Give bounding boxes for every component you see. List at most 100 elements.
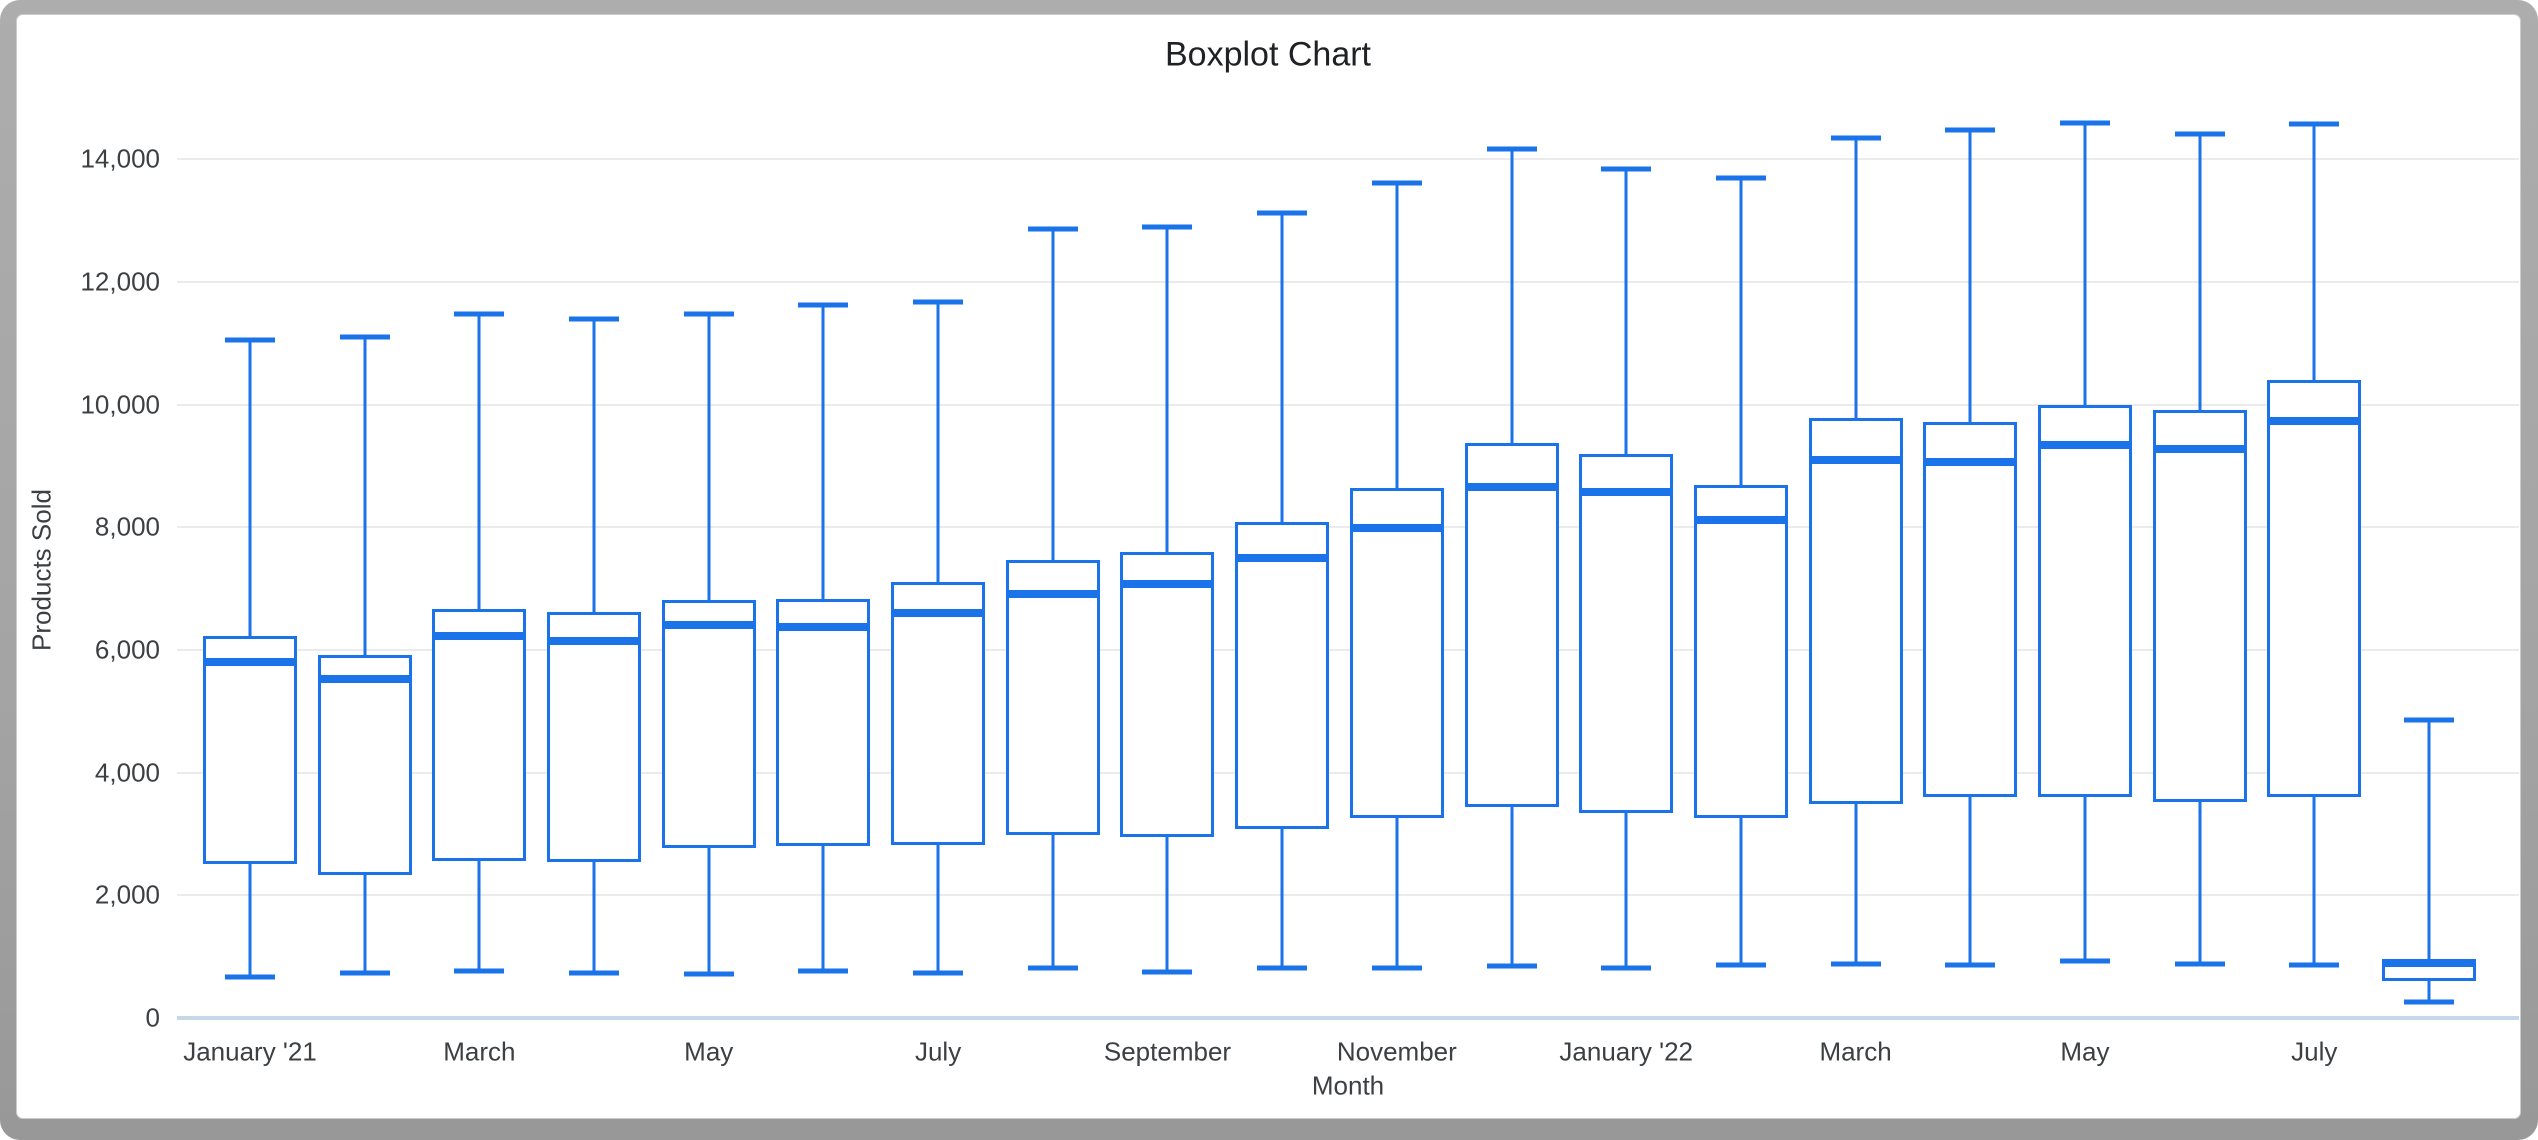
boxplot-group[interactable] — [1913, 126, 2027, 969]
median-line — [1808, 456, 1903, 465]
x-axis-tick-label: July — [914, 1036, 962, 1067]
boxplot-group[interactable] — [422, 310, 536, 975]
median-line — [1120, 580, 1215, 589]
gridline — [177, 649, 2519, 651]
boxplot-group[interactable] — [1340, 179, 1454, 972]
whisker-cap-top — [454, 311, 505, 317]
boxplot-group[interactable] — [2143, 130, 2257, 968]
box-iqr — [203, 636, 297, 865]
y-axis-tick-label: 12,000 — [80, 266, 160, 297]
box-iqr — [1579, 454, 1674, 813]
x-axis-baseline — [177, 1016, 2519, 1020]
whisker-cap-bottom — [1371, 965, 1422, 971]
x-axis-tick-label: March — [1819, 1036, 1892, 1067]
x-axis-tick-label: January '21 — [183, 1036, 317, 1067]
box-iqr — [2037, 405, 2132, 798]
boxplot-group[interactable] — [766, 301, 880, 975]
box-iqr — [1120, 551, 1215, 837]
whisker-cap-top — [1601, 166, 1652, 172]
y-axis-tick-label: 2,000 — [94, 879, 160, 910]
whisker-cap-bottom — [1830, 961, 1881, 967]
y-axis-tick-label: 6,000 — [94, 634, 160, 665]
x-axis-tick-label: May — [2060, 1036, 2110, 1067]
whisker-cap-bottom — [339, 970, 390, 976]
median-line — [547, 636, 642, 645]
whisker-cap-top — [569, 316, 620, 322]
whisker-cap-top — [1830, 135, 1881, 141]
boxplot-group[interactable] — [996, 225, 1110, 972]
median-line — [1349, 523, 1444, 532]
whisker-cap-top — [1027, 226, 1078, 232]
box-iqr — [1005, 559, 1100, 835]
x-axis-tick-label: September — [1103, 1036, 1232, 1067]
boxplot-group[interactable] — [2028, 119, 2142, 965]
gridline — [177, 771, 2519, 774]
median-line — [1693, 515, 1788, 524]
boxplot-group[interactable] — [1225, 209, 1339, 972]
box-iqr — [317, 654, 412, 876]
median-line — [2152, 444, 2247, 453]
gridline — [177, 894, 2519, 897]
boxplot-group[interactable] — [1455, 145, 1569, 970]
boxplot-group[interactable] — [1110, 223, 1224, 976]
boxplot-group[interactable] — [537, 315, 651, 977]
box-iqr — [2152, 409, 2247, 802]
boxplot-group[interactable] — [2257, 120, 2371, 969]
whisker-cap-bottom — [569, 970, 620, 976]
whisker-cap-top — [339, 334, 390, 340]
box-iqr — [1693, 484, 1788, 819]
whisker-cap-top — [1715, 175, 1766, 181]
boxplot-group[interactable] — [1684, 174, 1798, 970]
median-line — [1579, 487, 1674, 496]
boxplot-group[interactable] — [881, 298, 995, 978]
median-line — [2037, 440, 2132, 449]
whisker-cap-bottom — [2403, 999, 2454, 1005]
whisker-cap-top — [2059, 120, 2110, 126]
whisker-cap-top — [2289, 121, 2340, 127]
boxplot-group[interactable] — [193, 336, 307, 981]
x-axis-title: Month — [1311, 1070, 1385, 1101]
whisker-cap-bottom — [1257, 965, 1308, 971]
whisker-cap-bottom — [913, 970, 964, 976]
whisker-cap-bottom — [1715, 962, 1766, 968]
boxplot-group[interactable] — [308, 333, 422, 977]
median-line — [1235, 553, 1330, 562]
boxplot-group[interactable] — [2372, 716, 2486, 1006]
gridline — [177, 281, 2519, 283]
median-line — [432, 631, 527, 640]
whisker-cap-top — [1945, 127, 1996, 133]
box-iqr — [547, 612, 642, 863]
median-line — [2267, 417, 2362, 426]
whisker-stem — [2427, 719, 2431, 1003]
x-axis-tick-label: November — [1336, 1036, 1457, 1067]
whisker-cap-top — [1371, 180, 1422, 186]
whisker-cap-top — [2403, 717, 2454, 723]
y-axis-tick-label: 14,000 — [80, 143, 160, 174]
median-line — [1923, 458, 2018, 467]
median-line — [2381, 958, 2476, 967]
gridline — [177, 403, 2519, 406]
median-line — [317, 674, 412, 683]
whisker-cap-top — [225, 337, 275, 343]
box-iqr — [891, 582, 986, 845]
whisker-cap-bottom — [1486, 963, 1537, 969]
median-line — [661, 621, 756, 630]
y-axis-tick-label: 8,000 — [94, 511, 160, 542]
whisker-cap-bottom — [454, 968, 505, 974]
box-iqr — [776, 599, 871, 846]
whisker-cap-top — [1257, 210, 1308, 216]
whisker-cap-bottom — [1601, 965, 1652, 971]
boxplot-group[interactable] — [1799, 134, 1913, 968]
whisker-cap-bottom — [2289, 962, 2340, 968]
boxplot-group[interactable] — [652, 310, 766, 978]
median-line — [1005, 590, 1100, 599]
whisker-cap-top — [1486, 146, 1537, 152]
whisker-cap-top — [1142, 224, 1193, 230]
box-iqr — [432, 608, 527, 861]
whisker-cap-bottom — [1142, 969, 1193, 975]
boxplot-group[interactable] — [1569, 165, 1683, 972]
whisker-cap-bottom — [1027, 965, 1078, 971]
y-axis-tick-label: 10,000 — [80, 389, 160, 420]
